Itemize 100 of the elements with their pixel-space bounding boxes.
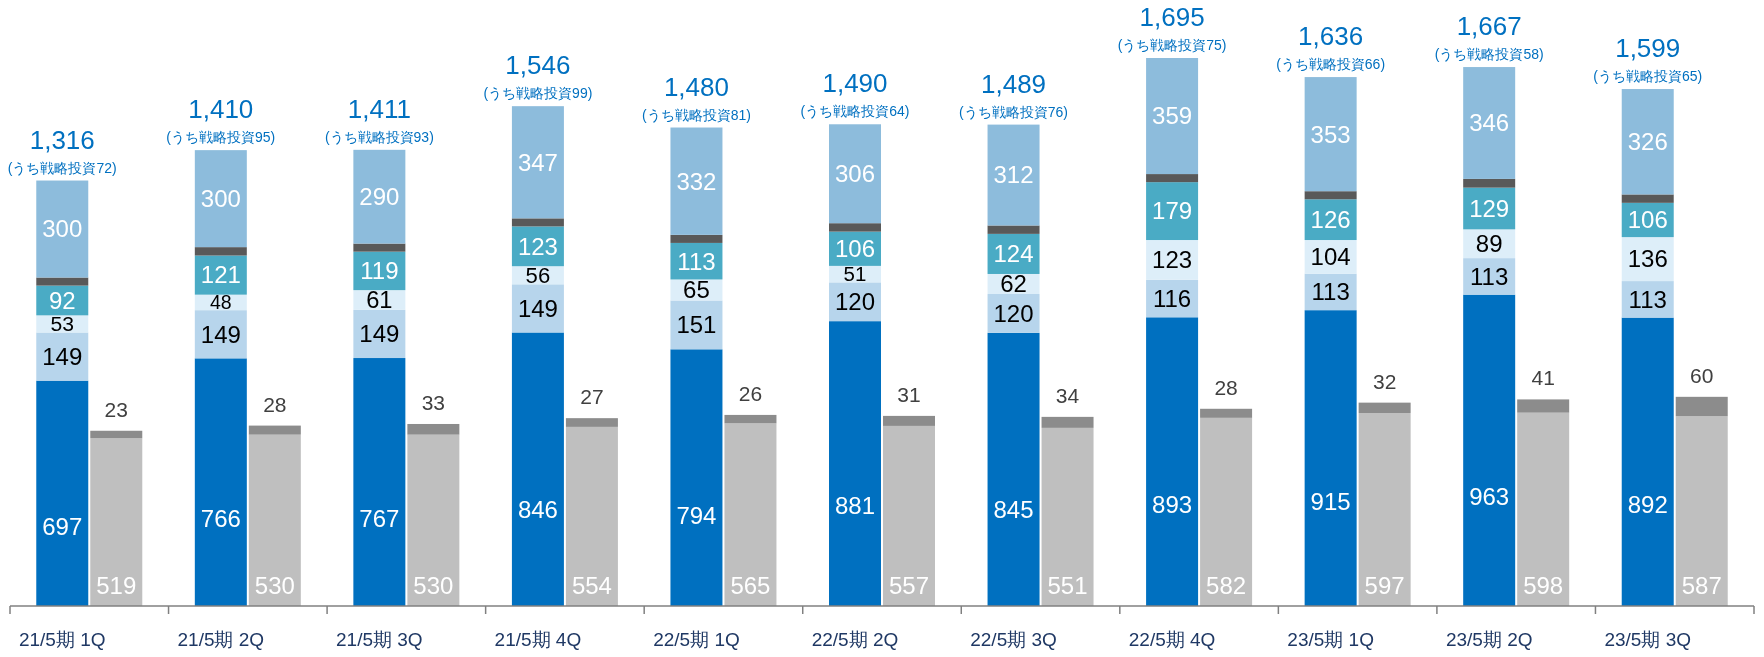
- total-label: 1,599: [1615, 33, 1681, 64]
- bar: [670, 234, 723, 243]
- data-label: 48: [209, 291, 232, 314]
- data-label: 26: [738, 381, 763, 405]
- data-label: 113: [1311, 278, 1350, 306]
- bar: [1304, 191, 1357, 200]
- bar: [194, 247, 247, 256]
- annotation: (うち戦略投資81): [642, 106, 751, 123]
- data-label: 846: [517, 496, 558, 524]
- x-tick-label: 21/5期 3Q: [336, 629, 423, 650]
- bar: [1304, 77, 1357, 192]
- bar: [407, 434, 460, 606]
- data-label: 893: [1152, 490, 1193, 518]
- bar: [353, 358, 406, 606]
- bar: [670, 349, 723, 606]
- bar: [1041, 416, 1094, 428]
- bar: [1675, 396, 1728, 417]
- data-label: 31: [897, 382, 921, 406]
- data-label: 149: [42, 342, 83, 370]
- bar: [90, 438, 143, 606]
- bar: [511, 106, 564, 219]
- data-label: 845: [993, 496, 1034, 524]
- bar: [1463, 294, 1516, 606]
- bar: [1621, 194, 1674, 203]
- bar: [511, 218, 564, 227]
- data-label: 120: [993, 299, 1034, 327]
- bar: [248, 434, 301, 606]
- data-label: 179: [1152, 197, 1193, 225]
- data-label: 767: [359, 505, 400, 533]
- data-label: 116: [1152, 284, 1192, 312]
- bar: [565, 426, 618, 606]
- bar: [1358, 412, 1411, 606]
- data-label: 119: [360, 257, 399, 285]
- data-label: 587: [1681, 572, 1722, 599]
- data-label: 53: [50, 312, 75, 336]
- total-label: 1,636: [1298, 21, 1364, 52]
- data-label: 113: [1628, 285, 1667, 313]
- bar: [1463, 67, 1516, 179]
- data-label: 149: [200, 320, 241, 348]
- data-label: 92: [48, 286, 76, 314]
- data-label: 28: [1214, 375, 1238, 399]
- data-label: 598: [1523, 572, 1564, 599]
- bar: [353, 149, 406, 244]
- data-label: 120: [834, 288, 876, 316]
- annotation: (うち戦略投資72): [7, 159, 117, 176]
- bar: [1146, 58, 1199, 175]
- bar: [1146, 317, 1199, 606]
- bar: [1146, 182, 1199, 241]
- data-label: 149: [359, 320, 400, 348]
- bar: [1621, 317, 1674, 606]
- data-label: 353: [1310, 120, 1351, 148]
- x-tick-label: 23/5期 1Q: [1287, 629, 1374, 650]
- bar: [36, 380, 89, 606]
- data-label: 123: [1152, 246, 1193, 274]
- data-label: 23: [104, 397, 128, 421]
- x-tick-label: 21/5期 1Q: [18, 629, 106, 650]
- total-label: 1,490: [822, 68, 888, 99]
- total-label: 1,480: [663, 71, 729, 102]
- data-label: 326: [1627, 128, 1668, 156]
- data-label: 565: [730, 572, 771, 599]
- data-label: 113: [1470, 262, 1509, 290]
- data-label: 963: [1469, 483, 1510, 511]
- annotation: (うち戦略投資66): [1276, 56, 1386, 73]
- bar: [36, 180, 89, 278]
- bar: [194, 150, 247, 248]
- annotation: (うち戦略投資65): [1593, 68, 1703, 85]
- data-label: 766: [200, 505, 241, 533]
- bar: [829, 321, 881, 606]
- bar: [1358, 402, 1411, 413]
- data-label: 300: [200, 185, 241, 213]
- bar: [36, 277, 89, 286]
- data-label: 129: [1469, 194, 1510, 222]
- data-label: 300: [42, 215, 83, 243]
- bar: [511, 332, 564, 606]
- data-label: 41: [1531, 366, 1555, 390]
- data-label: 106: [1627, 206, 1668, 234]
- bar: [987, 332, 1040, 606]
- annotation: (うち戦略投資99): [483, 85, 593, 102]
- bar: [1621, 89, 1674, 195]
- data-label: 33: [421, 390, 446, 414]
- bar: [670, 127, 723, 235]
- bar: [90, 430, 143, 439]
- data-label: 557: [888, 572, 930, 599]
- data-label: 306: [834, 160, 876, 188]
- data-label: 65: [683, 276, 710, 304]
- annotation: (うち戦略投資95): [166, 129, 276, 146]
- data-label: 61: [366, 287, 393, 314]
- data-label: 554: [571, 572, 612, 599]
- data-label: 551: [1047, 572, 1088, 599]
- data-label: 106: [834, 235, 876, 263]
- total-label: 1,546: [505, 50, 571, 81]
- data-label: 794: [676, 502, 717, 530]
- x-tick-label: 22/5期 4Q: [1128, 629, 1216, 650]
- x-tick-label: 22/5期 1Q: [653, 629, 740, 650]
- data-label: 62: [1000, 270, 1027, 298]
- data-label: 582: [1206, 572, 1247, 599]
- bar: [829, 223, 881, 232]
- total-label: 1,667: [1456, 11, 1522, 42]
- data-label: 530: [413, 572, 454, 599]
- x-tick-label: 23/5期 3Q: [1604, 629, 1692, 650]
